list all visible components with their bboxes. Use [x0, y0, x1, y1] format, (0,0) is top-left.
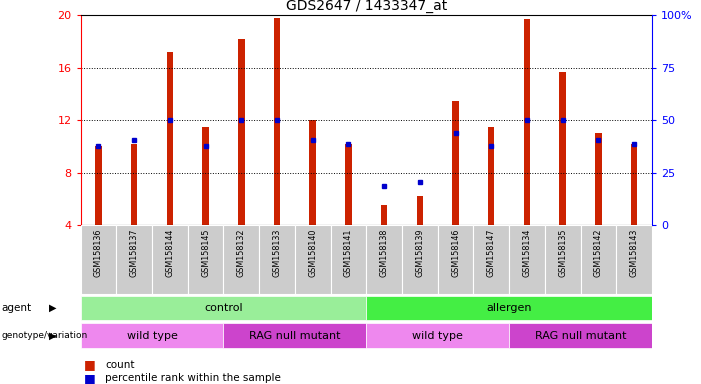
Bar	[331, 225, 367, 294]
Text: GSM158134: GSM158134	[522, 228, 531, 277]
Text: GSM158144: GSM158144	[165, 228, 175, 277]
Text: ▶: ▶	[49, 303, 56, 313]
Bar	[203, 127, 209, 225]
Text: GSM158132: GSM158132	[237, 228, 246, 277]
Bar	[545, 225, 580, 294]
Bar	[631, 144, 637, 225]
Text: GSM158135: GSM158135	[558, 228, 567, 277]
Bar	[559, 72, 566, 225]
Bar	[345, 144, 352, 225]
Bar	[595, 133, 601, 225]
Bar	[224, 225, 259, 294]
Bar	[238, 39, 245, 225]
Bar	[616, 225, 652, 294]
Bar	[402, 225, 437, 294]
Bar	[310, 120, 316, 225]
Bar	[488, 127, 494, 225]
Bar	[367, 225, 402, 294]
Bar	[116, 225, 152, 294]
Bar	[81, 296, 367, 320]
Bar	[274, 18, 280, 225]
Text: ■: ■	[84, 372, 96, 384]
Text: GSM158147: GSM158147	[486, 228, 496, 277]
Text: genotype/variation: genotype/variation	[1, 331, 88, 340]
Bar	[131, 144, 137, 225]
Title: GDS2647 / 1433347_at: GDS2647 / 1433347_at	[285, 0, 447, 13]
Text: GSM158140: GSM158140	[308, 228, 318, 277]
Bar	[295, 225, 331, 294]
Bar	[188, 225, 224, 294]
Bar	[259, 225, 295, 294]
Bar	[509, 323, 652, 348]
Bar	[367, 296, 652, 320]
Text: allergen: allergen	[486, 303, 532, 313]
Text: GSM158136: GSM158136	[94, 228, 103, 277]
Text: GSM158138: GSM158138	[380, 228, 388, 277]
Text: ▶: ▶	[49, 331, 56, 341]
Text: control: control	[204, 303, 243, 313]
Bar	[381, 205, 388, 225]
Bar	[509, 225, 545, 294]
Bar	[152, 225, 188, 294]
Bar	[167, 52, 173, 225]
Text: GSM158142: GSM158142	[594, 228, 603, 277]
Text: GSM158137: GSM158137	[130, 228, 139, 277]
Text: agent: agent	[1, 303, 32, 313]
Text: GSM158141: GSM158141	[344, 228, 353, 277]
Text: RAG null mutant: RAG null mutant	[535, 331, 626, 341]
Bar	[473, 225, 509, 294]
Bar	[81, 323, 224, 348]
Bar	[580, 225, 616, 294]
Bar	[416, 196, 423, 225]
Text: percentile rank within the sample: percentile rank within the sample	[105, 373, 281, 383]
Bar	[437, 225, 473, 294]
Bar	[524, 19, 530, 225]
Text: count: count	[105, 360, 135, 370]
Bar	[224, 323, 367, 348]
Text: RAG null mutant: RAG null mutant	[249, 331, 341, 341]
Bar	[452, 101, 458, 225]
Text: ■: ■	[84, 358, 96, 371]
Text: GSM158145: GSM158145	[201, 228, 210, 277]
Text: GSM158139: GSM158139	[415, 228, 424, 277]
Bar	[367, 323, 509, 348]
Text: GSM158143: GSM158143	[629, 228, 639, 277]
Bar	[95, 146, 102, 225]
Text: GSM158133: GSM158133	[273, 228, 282, 277]
Bar	[81, 225, 116, 294]
Text: wild type: wild type	[412, 331, 463, 341]
Text: GSM158146: GSM158146	[451, 228, 460, 277]
Text: wild type: wild type	[127, 331, 177, 341]
